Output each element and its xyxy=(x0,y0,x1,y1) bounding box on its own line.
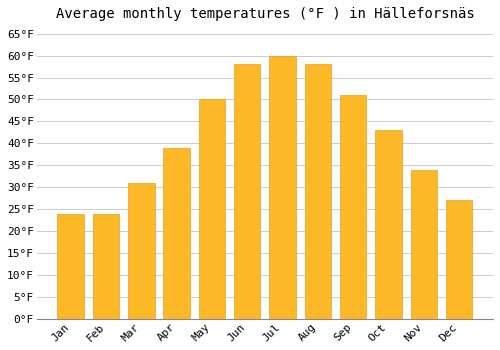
Bar xyxy=(93,214,120,319)
Bar xyxy=(375,130,402,319)
Bar xyxy=(164,148,190,319)
Bar xyxy=(58,214,84,319)
Bar xyxy=(128,183,154,319)
Bar xyxy=(410,170,437,319)
Bar xyxy=(304,64,331,319)
Bar xyxy=(234,64,260,319)
Bar xyxy=(198,99,225,319)
Bar xyxy=(446,201,472,319)
Bar xyxy=(340,95,366,319)
Bar xyxy=(270,56,296,319)
Title: Average monthly temperatures (°F ) in Hälleforsnäs: Average monthly temperatures (°F ) in Hä… xyxy=(56,7,474,21)
